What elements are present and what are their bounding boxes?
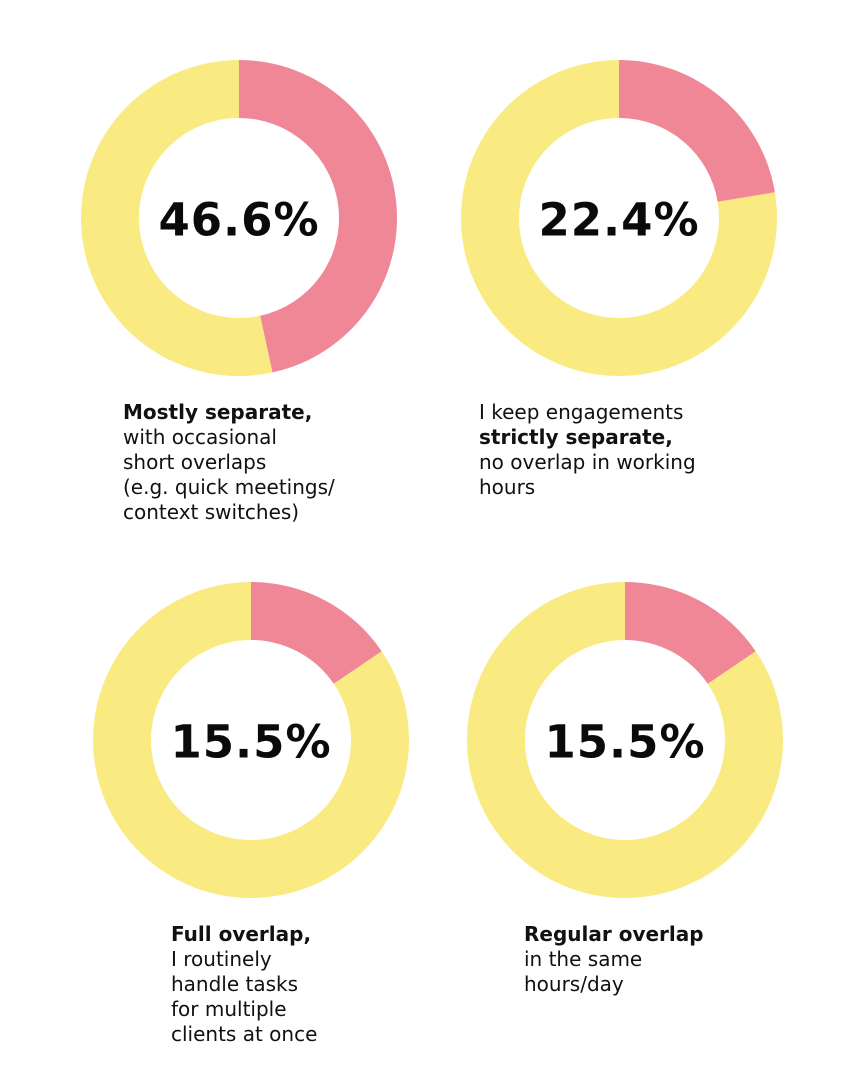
donut-1-remainder-slice [81, 60, 273, 376]
caption-1-line: (e.g. quick meetings/ [123, 475, 335, 499]
caption-2-line: hours [479, 475, 536, 499]
donut-2-remainder-slice [461, 60, 777, 376]
donut-chart-3: 15.5% [93, 582, 409, 898]
caption-4-bold: Regular overlap [524, 922, 704, 946]
caption-3-line: I routinely [171, 947, 272, 971]
donut-4-value-slice [625, 582, 756, 684]
donut-2-percent-label: 22.4% [538, 194, 699, 247]
donut-4-percent-label: 15.5% [544, 716, 705, 769]
caption-2: I keep engagements strictly separate, no… [479, 400, 696, 500]
donut-chart-2: 22.4% [461, 60, 777, 376]
donut-svg-4: 15.5% [467, 582, 783, 898]
donut-svg-2: 22.4% [461, 60, 777, 376]
donut-2-value-slice [619, 60, 775, 202]
caption-2-line: I keep engagements [479, 400, 684, 424]
caption-2-line: no overlap in working [479, 450, 696, 474]
caption-1-line: short overlaps [123, 450, 267, 474]
caption-3-line: handle tasks [171, 972, 299, 996]
donut-chart-4: 15.5% [467, 582, 783, 898]
caption-2-bold: strictly separate, [479, 425, 673, 449]
donut-3-value-slice [251, 582, 382, 684]
donut-1-percent-label: 46.6% [158, 194, 319, 247]
caption-3-line: clients at once [171, 1022, 318, 1046]
donut-3-remainder-slice [93, 582, 409, 898]
caption-1: Mostly separate, with occasional short o… [123, 400, 335, 525]
caption-4-line: hours/day [524, 972, 624, 996]
caption-1-bold: Mostly separate, [123, 400, 313, 424]
caption-1-line: context switches) [123, 500, 300, 524]
donut-4-remainder-slice [467, 582, 783, 898]
donut-3-percent-label: 15.5% [170, 716, 331, 769]
caption-4: Regular overlap in the same hours/day [524, 922, 704, 997]
caption-3-bold: Full overlap, [171, 922, 312, 946]
donut-chart-1: 46.6% [81, 60, 397, 376]
donut-svg-1: 46.6% [81, 60, 397, 376]
caption-3-line: for multiple [171, 997, 287, 1021]
donut-1-value-slice [239, 60, 397, 373]
caption-1-line: with occasional [123, 425, 277, 449]
donut-svg-3: 15.5% [93, 582, 409, 898]
caption-4-line: in the same [524, 947, 643, 971]
caption-3: Full overlap, I routinely handle tasks f… [171, 922, 317, 1047]
